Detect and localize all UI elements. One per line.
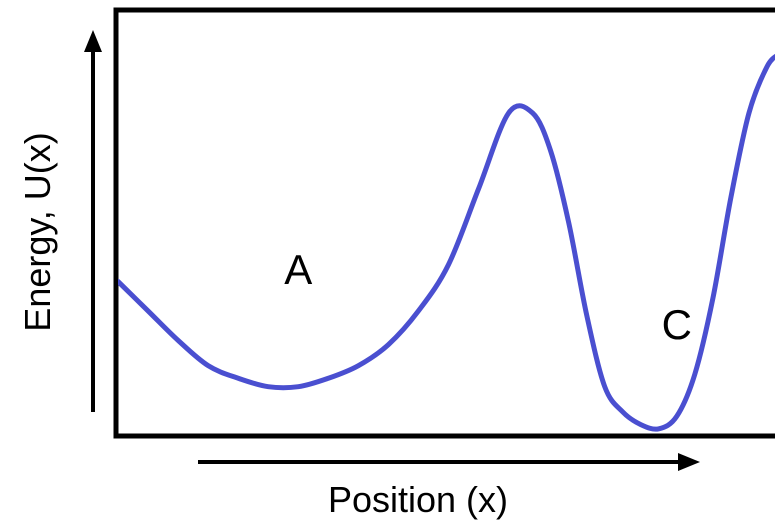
plot-frame [113, 7, 775, 439]
x-axis-label: Position (x) [328, 479, 508, 520]
plot-layer: AC [118, 53, 775, 432]
y-axis-arrowhead-icon [84, 30, 102, 52]
annotation-label-a: A [284, 246, 312, 293]
y-axis-label: Energy, U(x) [17, 132, 58, 331]
energy-curve-line [118, 53, 775, 432]
x-axis-arrowhead-icon [678, 453, 700, 471]
annotation-label-c: C [662, 301, 692, 348]
